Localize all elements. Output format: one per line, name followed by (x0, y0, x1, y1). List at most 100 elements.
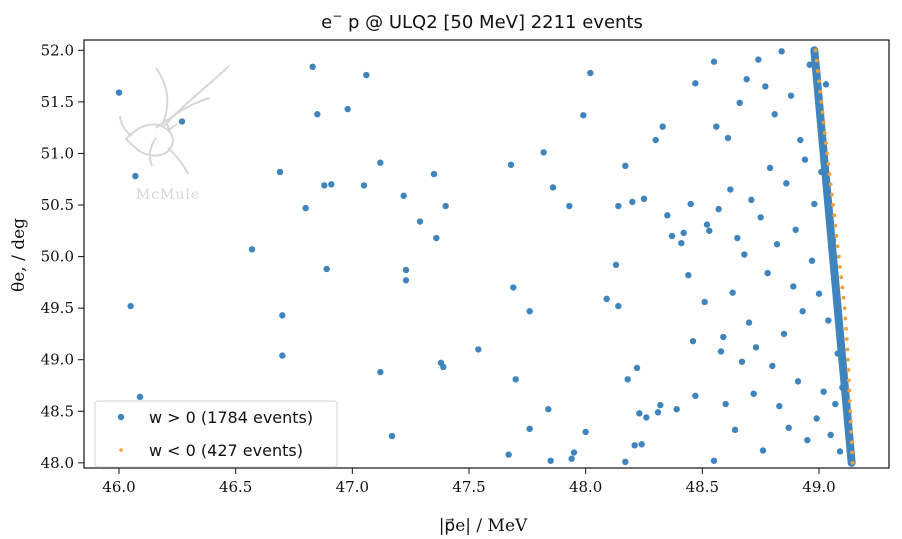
data-point-w-positive (570, 449, 578, 456)
data-point-w-negative (849, 440, 854, 445)
data-point-w-positive (745, 319, 753, 326)
data-point-w-positive (612, 261, 620, 269)
data-point-w-positive (778, 48, 785, 55)
data-point-w-positive (402, 277, 410, 284)
data-point-w-positive (615, 202, 622, 210)
data-point-w-positive (839, 384, 846, 391)
data-point-w-negative (849, 430, 854, 434)
data-point-w-positive (759, 447, 767, 454)
data-point-w-negative (814, 58, 819, 63)
x-axis-ticks: 46.0 46.5 47.0 47.5 48.0 48.5 49.0 (102, 468, 836, 496)
data-point-w-positive (416, 218, 424, 225)
data-point-w-positive (820, 388, 827, 395)
data-point-w-positive (715, 205, 722, 213)
data-point-w-positive (720, 333, 727, 341)
data-point-w-positive (622, 458, 629, 466)
data-point-w-positive (766, 164, 774, 172)
data-point-w-positive (680, 229, 687, 237)
data-point-w-positive (510, 284, 517, 291)
data-point-w-positive (659, 123, 666, 130)
data-point-w-negative (850, 460, 855, 465)
data-point-w-positive (818, 168, 825, 176)
data-point-w-positive (790, 283, 797, 290)
data-point-w-positive (757, 214, 764, 221)
data-point-w-negative (833, 223, 838, 228)
data-point-w-positive (540, 149, 547, 156)
data-point-w-positive (344, 105, 351, 113)
data-point-w-negative (822, 130, 827, 135)
data-point-w-positive (692, 392, 699, 400)
data-point-w-positive (302, 204, 309, 212)
data-point-w-positive (657, 401, 664, 409)
data-point-w-positive (806, 61, 813, 68)
data-point-w-positive (813, 415, 820, 422)
y-tick-label: 49.0 (41, 351, 74, 369)
data-point-w-positive (475, 346, 482, 353)
y-tick-label: 51.5 (41, 93, 74, 111)
data-point-w-positive (276, 168, 284, 176)
data-point-w-positive (400, 192, 407, 199)
data-point-w-positive (797, 136, 804, 144)
data-point-w-positive (507, 161, 515, 168)
data-point-w-positive (801, 156, 809, 163)
data-point-w-positive (636, 410, 643, 417)
x-tick-label: 47.0 (336, 478, 369, 496)
data-point-w-negative (824, 141, 828, 146)
data-point-w-positive (127, 302, 134, 310)
data-point-w-negative (838, 264, 842, 269)
data-point-w-positive (430, 170, 438, 178)
data-point-w-negative (818, 89, 823, 94)
data-point-w-negative (844, 326, 848, 331)
data-point-w-positive (442, 202, 449, 210)
data-point-w-positive (568, 455, 575, 462)
data-point-w-positive (248, 246, 256, 253)
data-point-w-negative (825, 151, 830, 156)
data-point-w-positive (314, 111, 321, 118)
data-point-w-positive (731, 426, 739, 434)
data-point-w-positive (710, 58, 718, 65)
data-point-w-negative (834, 234, 839, 238)
data-point-w-positive (580, 112, 587, 119)
data-point-w-negative (843, 316, 848, 321)
x-tick-label: 49.0 (802, 478, 835, 496)
data-point-w-positive (829, 236, 837, 244)
data-point-w-positive (773, 241, 781, 248)
legend-box (94, 400, 338, 468)
data-point-w-positive (440, 363, 447, 371)
data-point-w-positive (832, 400, 839, 408)
data-point-w-positive (787, 92, 795, 99)
data-point-w-positive (624, 376, 631, 383)
data-point-w-positive (279, 352, 286, 359)
data-point-w-positive (799, 308, 806, 315)
data-point-w-positive (734, 234, 741, 242)
data-point-w-positive (706, 227, 713, 234)
x-tick-label: 48.5 (686, 478, 719, 496)
data-point-w-negative (829, 192, 834, 197)
y-tick-label: 48.0 (41, 454, 74, 472)
data-point-w-positive (526, 308, 533, 315)
data-point-w-negative (844, 337, 849, 341)
legend-marker-w-negative (119, 448, 123, 452)
data-point-w-positive (783, 180, 790, 187)
data-point-w-positive (743, 75, 750, 83)
logo: McMule (119, 65, 230, 203)
data-point-w-positive (512, 376, 519, 383)
data-point-w-positive (321, 182, 328, 189)
chart-title: e− p @ ULQ2 [50 MeV] 2211 events (321, 9, 643, 33)
data-point-w-negative (835, 244, 840, 249)
data-point-w-positive (640, 195, 648, 203)
data-point-w-positive (643, 414, 650, 421)
data-point-w-positive (678, 239, 685, 247)
data-point-w-negative (827, 172, 832, 176)
plot-area (83, 39, 890, 469)
x-tick-label: 46.5 (219, 478, 252, 496)
data-point-w-positive (582, 428, 589, 436)
data-point-w-negative (832, 213, 837, 218)
data-point-w-positive (136, 393, 144, 401)
data-point-w-positive (603, 295, 610, 303)
y-tick-label: 50.5 (41, 196, 74, 214)
data-point-w-negative (842, 306, 847, 311)
data-point-w-positive (701, 298, 708, 306)
data-point-w-positive (764, 269, 771, 277)
